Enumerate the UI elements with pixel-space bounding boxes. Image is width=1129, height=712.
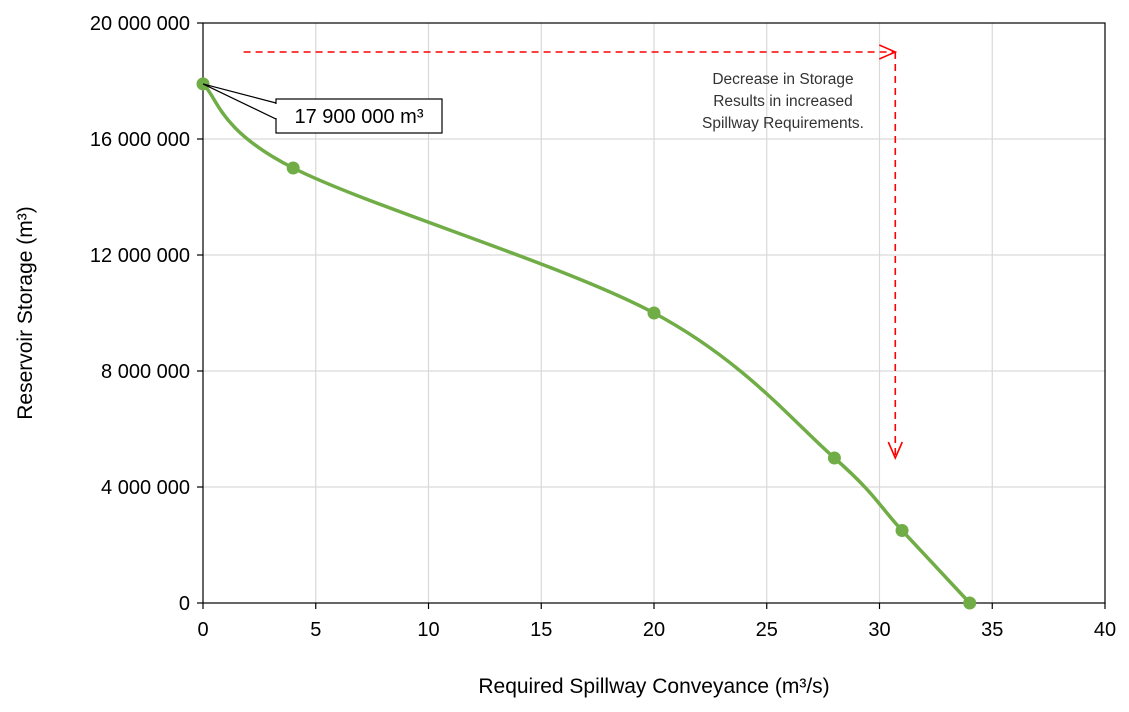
arrow-head: [887, 441, 904, 460]
y-axis-title: Reservoir Storage (m³): [14, 206, 37, 420]
y-tick-label: 4 000 000: [101, 477, 190, 499]
series-line: [201, 82, 971, 605]
y-tick-label: 20 000 000: [90, 13, 190, 35]
data-point: [895, 524, 909, 537]
note-line: Spillway Requirements.: [702, 115, 864, 132]
y-tick-label: 8 000 000: [101, 361, 190, 383]
x-tick-label: 30: [868, 619, 890, 641]
x-tick-label: 5: [310, 619, 321, 641]
y-tick-label: 16 000 000: [90, 129, 190, 151]
data-point: [286, 161, 300, 175]
data-point: [647, 306, 661, 320]
callout-label: 17 900 000 m³: [295, 106, 424, 128]
data-point: [827, 451, 841, 465]
note-line: Decrease in Storage: [712, 71, 853, 88]
callout-box: [275, 98, 443, 134]
series-layer: [196, 77, 977, 610]
data-point: [963, 596, 977, 610]
callouts: 17 900 000 m³ Decrease in Storage Results …: [202, 71, 864, 134]
x-tick-label: 15: [530, 619, 552, 641]
x-tick-label: 0: [197, 619, 208, 641]
dashed-arrows: [243, 44, 904, 460]
x-tick-label: 35: [981, 619, 1003, 641]
x-axis-ticks: 0 5 10 15 20 25 30 35 40: [197, 603, 1116, 641]
y-tick-label: 12 000 000: [90, 245, 190, 267]
x-tick-label: 40: [1094, 619, 1116, 641]
x-tick-label: 20: [643, 619, 665, 641]
x-tick-label: 25: [756, 619, 778, 641]
x-axis-title: Required Spillway Conveyance (m³/s): [478, 675, 829, 698]
x-tick-label: 10: [417, 619, 439, 641]
note-line: Results in increased: [713, 93, 853, 110]
y-axis-ticks: 0 4 000 000 8 000 000 12 000 000 16 000 000 2…: [90, 13, 203, 615]
y-tick-label: 0: [179, 593, 190, 615]
